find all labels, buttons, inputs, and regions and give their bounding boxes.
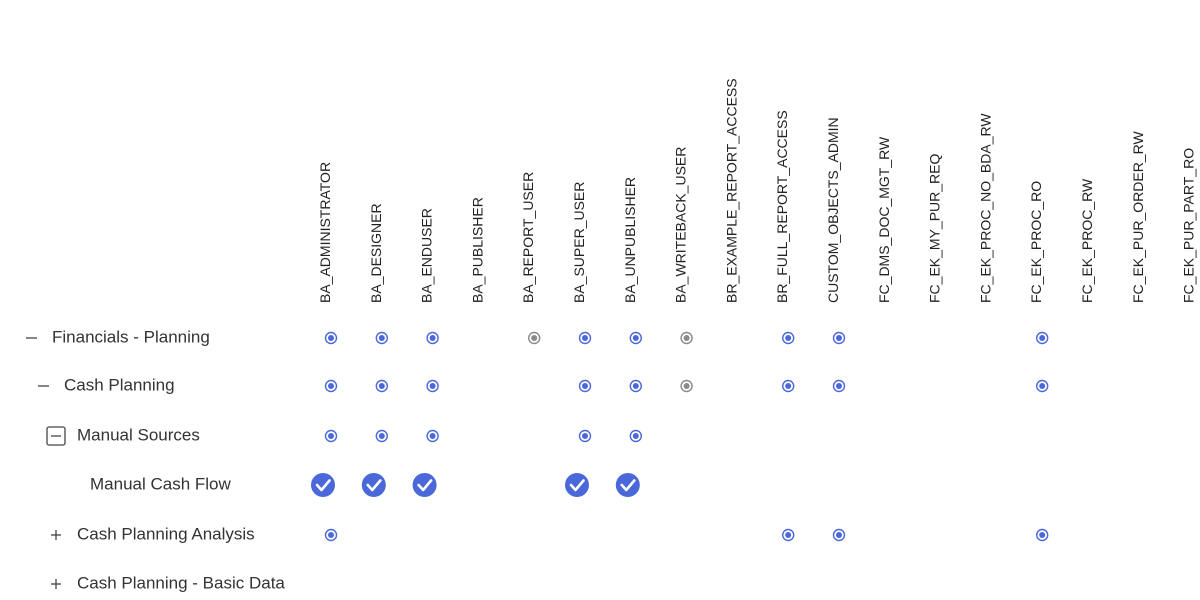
check-icon	[361, 473, 386, 497]
partial-icon	[782, 528, 795, 542]
partial-icon	[375, 331, 388, 345]
partial-icon	[378, 433, 385, 439]
partial-icon	[680, 331, 693, 345]
partial-icon	[782, 331, 795, 345]
partial-icon	[832, 379, 846, 393]
row-label[interactable]: Manual Cash Flow	[90, 474, 232, 493]
partial-icon	[324, 379, 338, 393]
partial-icon	[629, 331, 642, 345]
partial-icon	[836, 335, 842, 341]
partial-icon	[1039, 335, 1046, 341]
column-header: CUSTOM_OBJECTS_ADMIN	[825, 117, 841, 303]
partial-icon	[632, 335, 639, 341]
partial-icon	[328, 383, 334, 389]
partial-icon	[785, 335, 792, 341]
partial-icon	[1035, 331, 1049, 345]
partial-icon	[632, 383, 639, 389]
partial-icon	[378, 335, 385, 341]
partial-icon	[578, 331, 592, 345]
partial-icon	[582, 433, 588, 439]
column-header: FC_EK_PROC_RO	[1028, 181, 1044, 303]
partial-icon	[324, 429, 338, 443]
column-header: BA_PUBLISHER	[469, 197, 485, 303]
check-icon	[311, 473, 335, 497]
partial-icon	[429, 433, 436, 439]
partial-icon	[531, 335, 538, 341]
partial-icon	[836, 532, 842, 538]
partial-icon	[1039, 383, 1046, 389]
partial-icon	[426, 331, 439, 345]
check-icon	[412, 473, 437, 497]
partial-icon	[832, 331, 846, 345]
check-icon	[620, 479, 636, 492]
row-label[interactable]: Cash Planning - Basic Data	[77, 573, 285, 592]
partial-icon	[324, 331, 338, 345]
column-header: FC_DMS_DOC_MGT_RW	[876, 136, 892, 303]
check-icon	[569, 479, 585, 492]
partial-icon	[582, 383, 588, 389]
partial-icon	[375, 379, 388, 393]
partial-icon	[683, 383, 690, 389]
partial-icon	[429, 383, 436, 389]
partial-icon	[629, 379, 642, 393]
column-header: BA_WRITEBACK_USER	[673, 147, 689, 303]
partial-icon	[328, 532, 334, 538]
partial-icon	[429, 335, 436, 341]
tree-toggle[interactable]	[46, 426, 66, 446]
partial-icon	[378, 383, 385, 389]
partial-icon	[782, 379, 795, 393]
partial-icon	[578, 379, 592, 393]
row-label[interactable]: Financials - Planning	[52, 327, 210, 346]
partial-icon	[1035, 379, 1049, 393]
partial-icon	[836, 383, 842, 389]
partial-icon	[328, 335, 334, 341]
column-header: BA_SUPER_USER	[571, 182, 587, 303]
partial-icon	[328, 433, 334, 439]
column-header: FC_EK_PROC_RW	[1079, 178, 1095, 303]
column-header: BR_EXAMPLE_REPORT_ACCESS	[723, 78, 739, 303]
column-header: BA_REPORT_USER	[520, 172, 536, 303]
partial-icon	[1039, 532, 1046, 538]
row-label[interactable]: Cash Planning Analysis	[77, 524, 255, 543]
column-header: BA_DESIGNER	[368, 203, 384, 303]
partial-icon	[375, 429, 388, 443]
column-header: FC_EK_PROC_NO_BDA_RW	[977, 113, 993, 303]
partial-icon	[426, 379, 439, 393]
partial-icon	[785, 383, 792, 389]
partial-icon	[1035, 528, 1049, 542]
check-icon	[366, 479, 382, 492]
column-header: FC_EK_PUR_ORDER_RW	[1130, 131, 1146, 303]
partial-icon	[680, 379, 693, 393]
partial-icon	[528, 331, 541, 345]
partial-icon	[324, 528, 338, 542]
check-icon	[615, 473, 640, 497]
column-header: BR_FULL_REPORT_ACCESS	[774, 110, 790, 303]
row-label[interactable]: Manual Sources	[77, 425, 200, 444]
partial-icon	[629, 429, 642, 443]
check-icon	[417, 479, 433, 492]
partial-icon	[426, 429, 439, 443]
partial-icon	[632, 433, 639, 439]
partial-icon	[582, 335, 588, 341]
partial-icon	[832, 528, 846, 542]
partial-icon	[785, 532, 792, 538]
column-header: BA_UNPUBLISHER	[622, 177, 638, 303]
check-icon	[565, 473, 589, 497]
column-header: FC_EK_MY_PUR_REQ	[927, 154, 943, 303]
column-header: BA_ENDUSER	[419, 208, 435, 303]
partial-icon	[683, 335, 690, 341]
check-icon	[315, 479, 331, 492]
column-header: FC_EK_PUR_PART_RO	[1181, 148, 1197, 303]
column-header: BA_ADMINISTRATOR	[317, 162, 333, 303]
partial-icon	[578, 429, 592, 443]
row-label[interactable]: Cash Planning	[64, 375, 175, 394]
